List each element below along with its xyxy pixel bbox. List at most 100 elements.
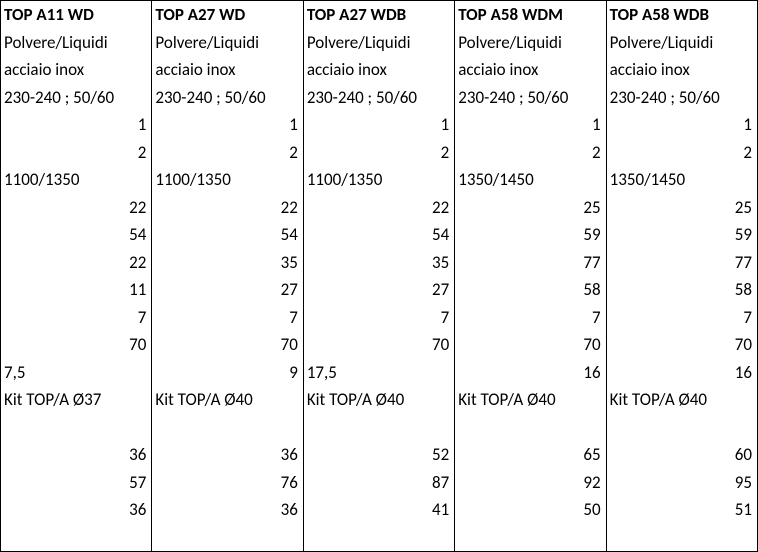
table-cell: 54 (304, 222, 454, 250)
table-cell: 70 (152, 332, 302, 360)
table-cell: 17,5 (304, 359, 454, 387)
table-cell: Polvere/Liquidi (607, 29, 757, 57)
table-cell: 22 (1, 194, 151, 222)
table-cell (455, 414, 605, 442)
table-cell: 60 (607, 442, 757, 470)
table-cell: 7 (304, 304, 454, 332)
table-cell: 36 (152, 442, 302, 470)
table-cell: Polvere/Liquidi (304, 29, 454, 57)
table-cell: acciaio inox (304, 57, 454, 85)
table-cell: 59 (455, 222, 605, 250)
table-cell: acciaio inox (607, 57, 757, 85)
table-cell: 41 (304, 497, 454, 525)
table-cell: 52 (304, 442, 454, 470)
table-cell: Polvere/Liquidi (152, 29, 302, 57)
table-cell: 7 (455, 304, 605, 332)
table-cell: acciaio inox (1, 57, 151, 85)
table-cell: 230-240 ; 50/60 (455, 84, 605, 112)
table-cell: Kit TOP/A Ø40 (607, 387, 757, 415)
table-cell: 92 (455, 469, 605, 497)
table-cell: 2 (455, 139, 605, 167)
table-cell: 58 (607, 277, 757, 305)
table-cell: 7 (1, 304, 151, 332)
spec-table: TOP A11 WDPolvere/Liquidiacciaio inox230… (0, 0, 758, 552)
table-cell (304, 414, 454, 442)
table-cell: 77 (607, 249, 757, 277)
table-cell: 70 (1, 332, 151, 360)
table-cell: 230-240 ; 50/60 (607, 84, 757, 112)
table-cell: 2 (1, 139, 151, 167)
table-cell: 1 (455, 112, 605, 140)
table-cell: 27 (304, 277, 454, 305)
table-cell: 9 (152, 359, 302, 387)
table-cell: 1100/1350 (304, 167, 454, 195)
table-cell: 36 (1, 497, 151, 525)
table-cell: 57 (1, 469, 151, 497)
table-cell: 22 (152, 194, 302, 222)
table-cell: 1 (607, 112, 757, 140)
table-cell: 95 (607, 469, 757, 497)
table-cell: 2 (607, 139, 757, 167)
table-cell: 36 (1, 442, 151, 470)
table-cell: 77 (455, 249, 605, 277)
table-cell: 22 (304, 194, 454, 222)
table-cell: 22 (1, 249, 151, 277)
table-cell: acciaio inox (152, 57, 302, 85)
table-cell (152, 414, 302, 442)
table-cell: Polvere/Liquidi (1, 29, 151, 57)
table-column: TOP A27 WDBPolvere/Liquidiacciaio inox23… (304, 1, 455, 551)
table-cell: Kit TOP/A Ø40 (455, 387, 605, 415)
table-cell (1, 414, 151, 442)
column-header: TOP A58 WDB (607, 1, 757, 29)
table-cell: Kit TOP/A Ø40 (152, 387, 302, 415)
table-cell: acciaio inox (455, 57, 605, 85)
table-cell: 27 (152, 277, 302, 305)
table-cell: 1 (152, 112, 302, 140)
table-cell: 70 (607, 332, 757, 360)
table-cell: 35 (152, 249, 302, 277)
table-cell: 70 (304, 332, 454, 360)
table-column: TOP A27 WDPolvere/Liquidiacciaio inox230… (152, 1, 303, 551)
table-column: TOP A11 WDPolvere/Liquidiacciaio inox230… (1, 1, 152, 551)
table-cell: 1100/1350 (152, 167, 302, 195)
table-cell: 1100/1350 (1, 167, 151, 195)
table-cell: 7,5 (1, 359, 151, 387)
table-cell: 58 (455, 277, 605, 305)
table-cell: 59 (607, 222, 757, 250)
table-cell: 35 (304, 249, 454, 277)
column-header: TOP A27 WDB (304, 1, 454, 29)
table-cell: 1 (1, 112, 151, 140)
table-cell: 54 (152, 222, 302, 250)
table-cell: 50 (455, 497, 605, 525)
table-cell: 1350/1450 (455, 167, 605, 195)
table-cell: 25 (607, 194, 757, 222)
table-cell: 230-240 ; 50/60 (152, 84, 302, 112)
table-cell: 36 (152, 497, 302, 525)
table-cell: 2 (304, 139, 454, 167)
table-cell: Polvere/Liquidi (455, 29, 605, 57)
column-header: TOP A58 WDM (455, 1, 605, 29)
table-cell (607, 414, 757, 442)
table-cell: 7 (152, 304, 302, 332)
table-cell: 230-240 ; 50/60 (1, 84, 151, 112)
table-cell: Kit TOP/A Ø40 (304, 387, 454, 415)
table-cell: 54 (1, 222, 151, 250)
table-cell: 25 (455, 194, 605, 222)
table-cell: 11 (1, 277, 151, 305)
table-column: TOP A58 WDMPolvere/Liquidiacciaio inox23… (455, 1, 606, 551)
table-column: TOP A58 WDBPolvere/Liquidiacciaio inox23… (607, 1, 757, 551)
table-cell: 51 (607, 497, 757, 525)
table-cell: Kit TOP/A Ø37 (1, 387, 151, 415)
column-header: TOP A27 WD (152, 1, 302, 29)
table-cell: 1 (304, 112, 454, 140)
table-cell: 76 (152, 469, 302, 497)
table-cell: 230-240 ; 50/60 (304, 84, 454, 112)
table-cell: 65 (455, 442, 605, 470)
table-cell: 16 (455, 359, 605, 387)
table-cell: 70 (455, 332, 605, 360)
table-cell: 16 (607, 359, 757, 387)
table-cell: 1350/1450 (607, 167, 757, 195)
table-cell: 2 (152, 139, 302, 167)
column-header: TOP A11 WD (1, 1, 151, 29)
table-cell: 87 (304, 469, 454, 497)
